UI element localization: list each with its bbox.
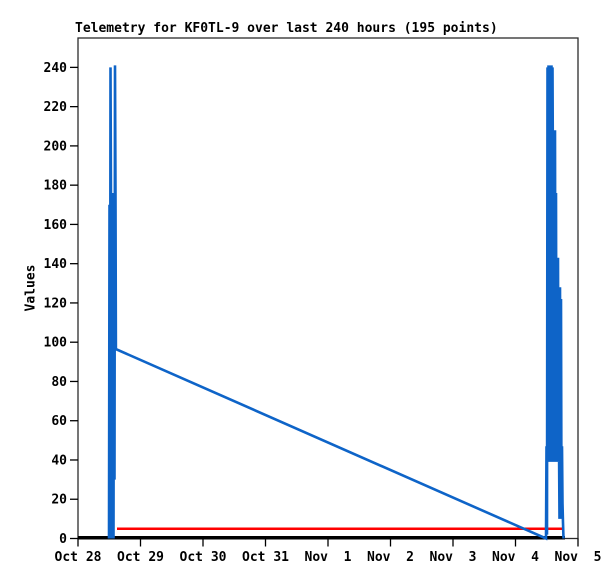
y-tick-label: 60	[51, 414, 67, 429]
y-tick-label: 20	[51, 493, 67, 508]
y-tick-label: 120	[44, 296, 68, 311]
x-tick-label: Oct 30	[180, 550, 227, 565]
x-tick-label: Nov 2	[367, 550, 414, 565]
y-tick-label: 0	[59, 532, 67, 547]
y-tick-label: 140	[44, 257, 68, 272]
x-tick-label: Nov 1	[305, 550, 352, 565]
x-tick-label: Nov 5	[555, 550, 602, 565]
x-tick-label: Nov 4	[492, 550, 539, 565]
plot-frame	[77, 37, 579, 540]
y-tick-label: 40	[51, 453, 67, 468]
y-tick-label: 180	[44, 179, 68, 194]
x-tick-label: Oct 28	[55, 550, 102, 565]
chart-title: Telemetry for KF0TL-9 over last 240 hour…	[75, 21, 498, 36]
series-telemetry-values	[107, 65, 565, 541]
y-tick-label: 80	[51, 375, 67, 390]
y-tick-label: 160	[44, 218, 68, 233]
y-tick-label: 200	[44, 139, 68, 154]
y-tick-label: 100	[44, 336, 68, 351]
y-tick-label: 220	[44, 100, 68, 115]
x-tick-label: Oct 31	[242, 550, 289, 565]
x-tick-label: Oct 29	[117, 550, 164, 565]
y-tick-label: 240	[44, 61, 68, 76]
x-tick-label: Nov 3	[430, 550, 477, 565]
